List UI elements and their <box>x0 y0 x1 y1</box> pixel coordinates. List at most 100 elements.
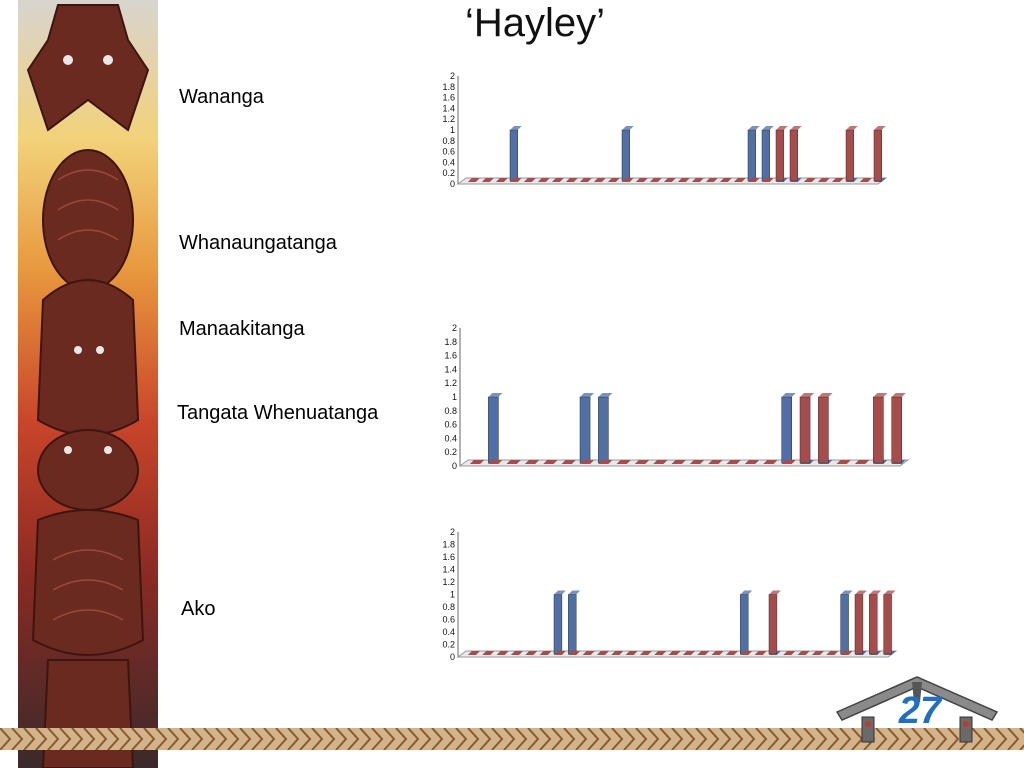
bar-top-blue <box>840 590 853 595</box>
bar-blue <box>553 594 563 655</box>
label-tangata-whenuatanga: Tangata Whenuatanga <box>177 402 379 424</box>
page-number: 27 <box>898 690 942 732</box>
bar-blue <box>761 129 770 182</box>
bar-zero-red <box>566 178 578 182</box>
bar-zero-red <box>781 460 796 464</box>
bar-zero-red <box>538 178 550 182</box>
bar-top-blue <box>762 126 774 130</box>
y-tick-label: 0.6 <box>442 615 455 625</box>
bar-zero-red <box>726 651 738 655</box>
wharenui-logo-icon <box>835 676 999 743</box>
bar-zero-red <box>726 460 741 464</box>
bar-zero-red <box>860 178 872 182</box>
bar-zero-red <box>678 178 690 182</box>
bar-top-blue <box>622 126 634 130</box>
bar-red <box>883 594 892 655</box>
bar-zero-red <box>692 178 704 182</box>
y-tick-label: 0 <box>450 652 455 662</box>
bar-zero-red <box>561 460 576 464</box>
bar-zero-red <box>683 651 695 655</box>
y-tick-label: 1.4 <box>442 565 455 575</box>
bar-top-red <box>869 590 882 595</box>
y-tick-label: 2 <box>452 323 457 333</box>
bar-blue <box>568 594 577 655</box>
bar-zero-red <box>745 460 760 464</box>
bar-zero-red <box>496 178 508 182</box>
bar-red <box>775 129 784 182</box>
bar-zero-red <box>664 178 676 182</box>
bar-top-red <box>846 126 858 130</box>
bar-red <box>854 594 864 655</box>
label-manaakitanga: Manaakitanga <box>179 318 305 340</box>
chart-ako: 0 0.2 0.4 0.6 0.8 1 1.2 1.4 1.6 1.8 2 <box>442 527 898 662</box>
bar-zero-red <box>708 460 723 464</box>
bar-zero-red <box>804 178 816 182</box>
bar-top-blue <box>554 590 566 595</box>
bar-zero-red <box>690 460 705 464</box>
y-tick-label: 1 <box>450 590 455 600</box>
bar-zero-red <box>636 178 648 182</box>
bar-zero-red <box>580 178 592 182</box>
bar-zero-red <box>506 460 521 464</box>
bar-top-red <box>874 126 886 130</box>
bar-blue <box>488 396 499 464</box>
bar-zero-red <box>524 178 536 182</box>
bar-top-red <box>790 126 802 130</box>
bar-zero-red <box>510 178 522 182</box>
chart-tangata-whenuatanga: 0 0.2 0.4 0.6 0.8 1 1.2 1.4 1.6 1.8 2 <box>444 323 910 471</box>
bar-top-red <box>855 590 867 595</box>
bar-zero-red <box>598 460 613 464</box>
y-tick-label: 0.4 <box>442 627 455 637</box>
bar-zero-red <box>568 651 581 655</box>
y-tick-label: 1.8 <box>442 82 455 92</box>
bar-zero-red <box>783 651 796 655</box>
bar-red <box>869 594 878 655</box>
bar-zero-red <box>840 651 853 655</box>
bar-top-red <box>891 393 906 397</box>
bar-zero-red <box>594 178 606 182</box>
bar-red <box>768 594 778 655</box>
bar-red <box>818 396 829 464</box>
bar-zero-red <box>468 178 480 182</box>
bar-zero-red <box>711 651 724 655</box>
bar-red <box>891 396 902 464</box>
bar-red <box>845 129 854 182</box>
y-tick-label: 1.4 <box>442 103 455 113</box>
bar-zero-red <box>608 178 620 182</box>
bar-zero-red <box>470 460 485 464</box>
y-tick-label: 1.2 <box>442 114 455 124</box>
bar-zero-red <box>797 651 810 655</box>
bar-zero-red <box>762 178 774 182</box>
y-tick-label: 1.6 <box>442 93 455 103</box>
bar-zero-red <box>763 460 778 464</box>
bar-top-blue <box>781 393 796 397</box>
bar-zero-red <box>855 460 870 464</box>
bar-zero-red <box>597 651 609 655</box>
bar-zero-red <box>554 651 566 655</box>
bar-blue <box>621 129 630 182</box>
bar-top-red <box>883 590 896 595</box>
label-ako: Ako <box>181 598 216 620</box>
bar-zero-red <box>650 178 662 182</box>
y-tick-label: 1.6 <box>442 552 455 562</box>
y-tick-label: 0.2 <box>442 168 455 178</box>
bar-zero-red <box>525 460 540 464</box>
y-tick-label: 1 <box>450 125 455 135</box>
slide-title: ‘Hayley’ <box>464 1 606 45</box>
bar-zero-red <box>525 651 538 655</box>
y-tick-label: 1.2 <box>442 577 455 587</box>
bar-red <box>873 396 884 464</box>
bar-top-blue <box>740 590 753 595</box>
bar-zero-red <box>616 460 631 464</box>
bar-top-blue <box>580 393 595 397</box>
bar-top-blue <box>598 393 613 397</box>
y-tick-label: 1.4 <box>444 364 457 374</box>
bar-zero-red <box>482 651 495 655</box>
bar-blue <box>598 396 609 464</box>
bar-red <box>789 129 798 182</box>
bar-zero-red <box>496 651 509 655</box>
bar-zero-red <box>511 651 523 655</box>
bar-zero-red <box>812 651 824 655</box>
bar-zero-red <box>482 178 494 182</box>
